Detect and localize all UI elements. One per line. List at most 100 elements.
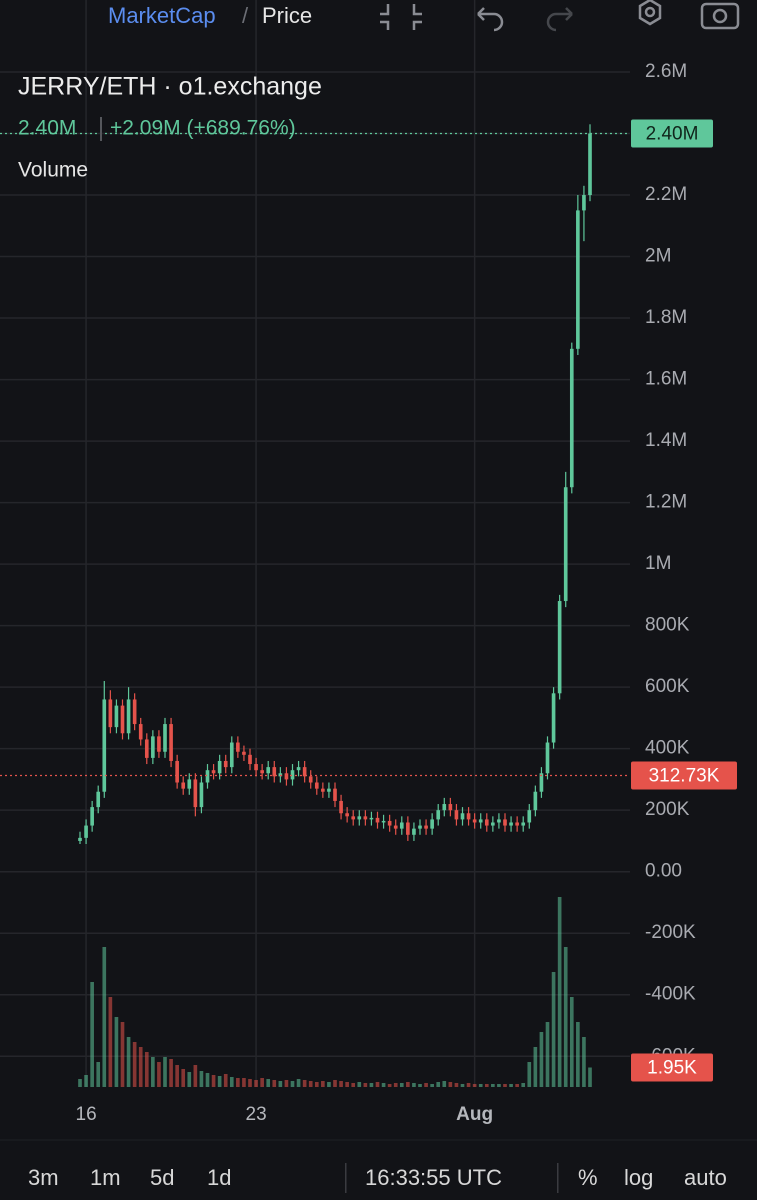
- volume-bar: [96, 1062, 101, 1087]
- candle-body: [321, 788, 325, 792]
- volume-bar: [108, 997, 113, 1087]
- camera-lens: [712, 8, 728, 24]
- volume-bar: [551, 972, 556, 1087]
- volume-bar: [260, 1078, 264, 1087]
- timeframe[interactable]: 1d: [207, 1165, 231, 1190]
- scale-option[interactable]: %: [578, 1165, 598, 1190]
- y-tick-label: -400K: [645, 984, 696, 1005]
- candle-body: [242, 751, 246, 755]
- candle-body: [90, 807, 94, 826]
- price-tag-label: 2.40M: [646, 124, 699, 145]
- volume-bar: [290, 1081, 295, 1087]
- candle-body: [84, 825, 88, 838]
- y-tick-label: 1.2M: [645, 492, 687, 513]
- candle-body: [521, 822, 526, 826]
- candle-body: [272, 767, 277, 777]
- candle-body: [563, 487, 568, 602]
- volume-bar: [563, 947, 568, 1087]
- candle-body: [424, 825, 428, 829]
- settings-icon-dot: [644, 6, 656, 18]
- volume-bar: [399, 1083, 404, 1087]
- candle-body: [527, 810, 532, 823]
- volume-bar: [454, 1083, 459, 1087]
- candle-body: [211, 770, 216, 774]
- settings-icon[interactable]: [638, 0, 662, 26]
- undo-icon[interactable]: [477, 7, 504, 32]
- volume-bar: [132, 1042, 137, 1087]
- y-tick-label: 400K: [645, 738, 690, 759]
- x-tick-label: 16: [76, 1104, 97, 1125]
- volume-bar: [138, 1047, 143, 1087]
- toolbar-icons: [380, 0, 740, 32]
- volume-bar: [460, 1084, 465, 1087]
- volume-bar: [193, 1065, 198, 1087]
- candle-body: [296, 767, 301, 771]
- candle-body: [114, 705, 119, 728]
- volume-bar: [418, 1084, 422, 1087]
- volume-bar: [539, 1032, 544, 1087]
- redo-icon[interactable]: [546, 7, 573, 32]
- scale-option[interactable]: log: [624, 1165, 653, 1190]
- y-tick-label: 0.00: [645, 861, 682, 882]
- candle-body: [478, 819, 483, 823]
- candle-body: [351, 816, 356, 820]
- volume-bar: [187, 1072, 192, 1087]
- volume-bar: [284, 1080, 289, 1087]
- candle-body: [539, 773, 544, 792]
- candle-body: [545, 742, 550, 774]
- volume-bar: [223, 1074, 228, 1087]
- candle-body: [217, 760, 222, 774]
- y-tick-label: 1.6M: [645, 369, 687, 390]
- candle-body: [236, 742, 240, 752]
- candle-body: [260, 770, 264, 774]
- volume-bar: [472, 1084, 477, 1087]
- y-tick-label: 2M: [645, 246, 671, 267]
- overlay: 2.6M2.4M2.2M2M1.8M1.6M1.4M1.2M1M800K600K…: [0, 61, 737, 1125]
- volume-bar: [351, 1083, 356, 1087]
- volume-bar: [321, 1081, 325, 1087]
- candle-body: [466, 813, 471, 820]
- fullscreen-icon[interactable]: [380, 4, 422, 30]
- camera-icon[interactable]: [700, 2, 740, 30]
- volume-bar: [515, 1084, 519, 1087]
- candle-body: [551, 693, 556, 743]
- volume-bar: [424, 1083, 428, 1087]
- plot: [78, 124, 592, 1087]
- timeframe[interactable]: 3m: [28, 1165, 59, 1190]
- volume-bar: [84, 1075, 88, 1087]
- candle-body: [229, 742, 234, 768]
- timeframe[interactable]: 1m: [90, 1165, 121, 1190]
- volume-bar: [242, 1078, 246, 1087]
- bar-separator: [557, 1163, 559, 1193]
- volume-bar: [199, 1071, 204, 1087]
- timeframe[interactable]: 5d: [150, 1165, 174, 1190]
- volume-bar: [442, 1081, 447, 1087]
- y-tick-label: 600K: [645, 676, 690, 697]
- tab[interactable]: MarketCap: [108, 3, 216, 28]
- tab[interactable]: Price: [262, 3, 312, 28]
- candle-body: [175, 760, 179, 783]
- legend-volume: Volume: [18, 159, 88, 182]
- candle-body: [454, 810, 459, 820]
- volume-bar: [236, 1078, 240, 1087]
- candle-body: [369, 817, 374, 820]
- volume-bar: [169, 1059, 173, 1087]
- volume-bar: [272, 1080, 277, 1087]
- volume-bar: [527, 1062, 532, 1087]
- legend-separator: [100, 117, 102, 141]
- candle-body: [491, 822, 495, 826]
- volume-bar: [339, 1081, 343, 1087]
- legend-change: +2.09M (+689.76%): [110, 117, 296, 140]
- volume-tag: [631, 1053, 713, 1082]
- volume-bar: [229, 1077, 234, 1087]
- candle-body: [151, 736, 155, 758]
- y-tick-label: 2.6M: [645, 61, 687, 82]
- candle-body: [357, 816, 362, 820]
- candle-body: [442, 804, 447, 811]
- candle-body: [557, 601, 562, 694]
- candle-body: [345, 813, 349, 817]
- candle-body: [187, 779, 192, 789]
- scale-option[interactable]: auto: [684, 1165, 727, 1190]
- volume-bar: [163, 1057, 167, 1087]
- volume-bar: [314, 1082, 319, 1087]
